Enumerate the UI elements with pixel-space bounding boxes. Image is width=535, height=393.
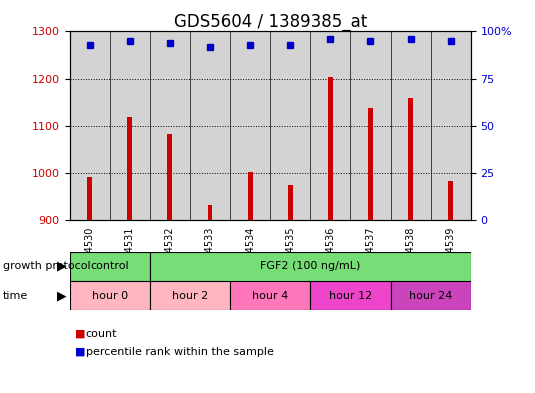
Bar <box>270 31 310 220</box>
Text: hour 0: hour 0 <box>91 291 128 301</box>
Bar <box>70 252 150 281</box>
Bar <box>208 205 212 220</box>
Text: hour 24: hour 24 <box>409 291 453 301</box>
Text: hour 12: hour 12 <box>329 291 372 301</box>
Text: count: count <box>86 329 117 339</box>
Bar <box>350 31 391 220</box>
Text: hour 4: hour 4 <box>252 291 288 301</box>
Text: control: control <box>90 261 129 271</box>
Bar <box>87 177 92 220</box>
Bar <box>110 31 150 220</box>
Text: ▶: ▶ <box>57 289 67 302</box>
Text: ■: ■ <box>75 347 86 357</box>
Bar <box>408 98 413 220</box>
Bar <box>391 281 471 310</box>
Bar <box>70 31 110 220</box>
Bar <box>288 185 293 220</box>
Bar <box>150 281 230 310</box>
Bar <box>230 281 310 310</box>
Bar <box>190 31 230 220</box>
Text: ■: ■ <box>75 329 86 339</box>
Bar <box>431 31 471 220</box>
Bar <box>70 281 150 310</box>
Bar <box>150 31 190 220</box>
Bar <box>391 31 431 220</box>
Text: growth protocol: growth protocol <box>3 261 90 271</box>
Bar <box>127 117 132 220</box>
Bar <box>448 181 453 220</box>
Bar <box>328 77 333 220</box>
Title: GDS5604 / 1389385_at: GDS5604 / 1389385_at <box>173 13 367 31</box>
Text: hour 2: hour 2 <box>172 291 208 301</box>
Bar <box>310 31 350 220</box>
Text: percentile rank within the sample: percentile rank within the sample <box>86 347 273 357</box>
Bar <box>150 252 471 281</box>
Text: time: time <box>3 291 28 301</box>
Text: FGF2 (100 ng/mL): FGF2 (100 ng/mL) <box>260 261 361 271</box>
Bar <box>368 108 373 220</box>
Bar <box>167 134 172 220</box>
Bar <box>248 171 253 220</box>
Bar <box>230 31 270 220</box>
Text: ▶: ▶ <box>57 260 67 273</box>
Bar <box>310 281 391 310</box>
